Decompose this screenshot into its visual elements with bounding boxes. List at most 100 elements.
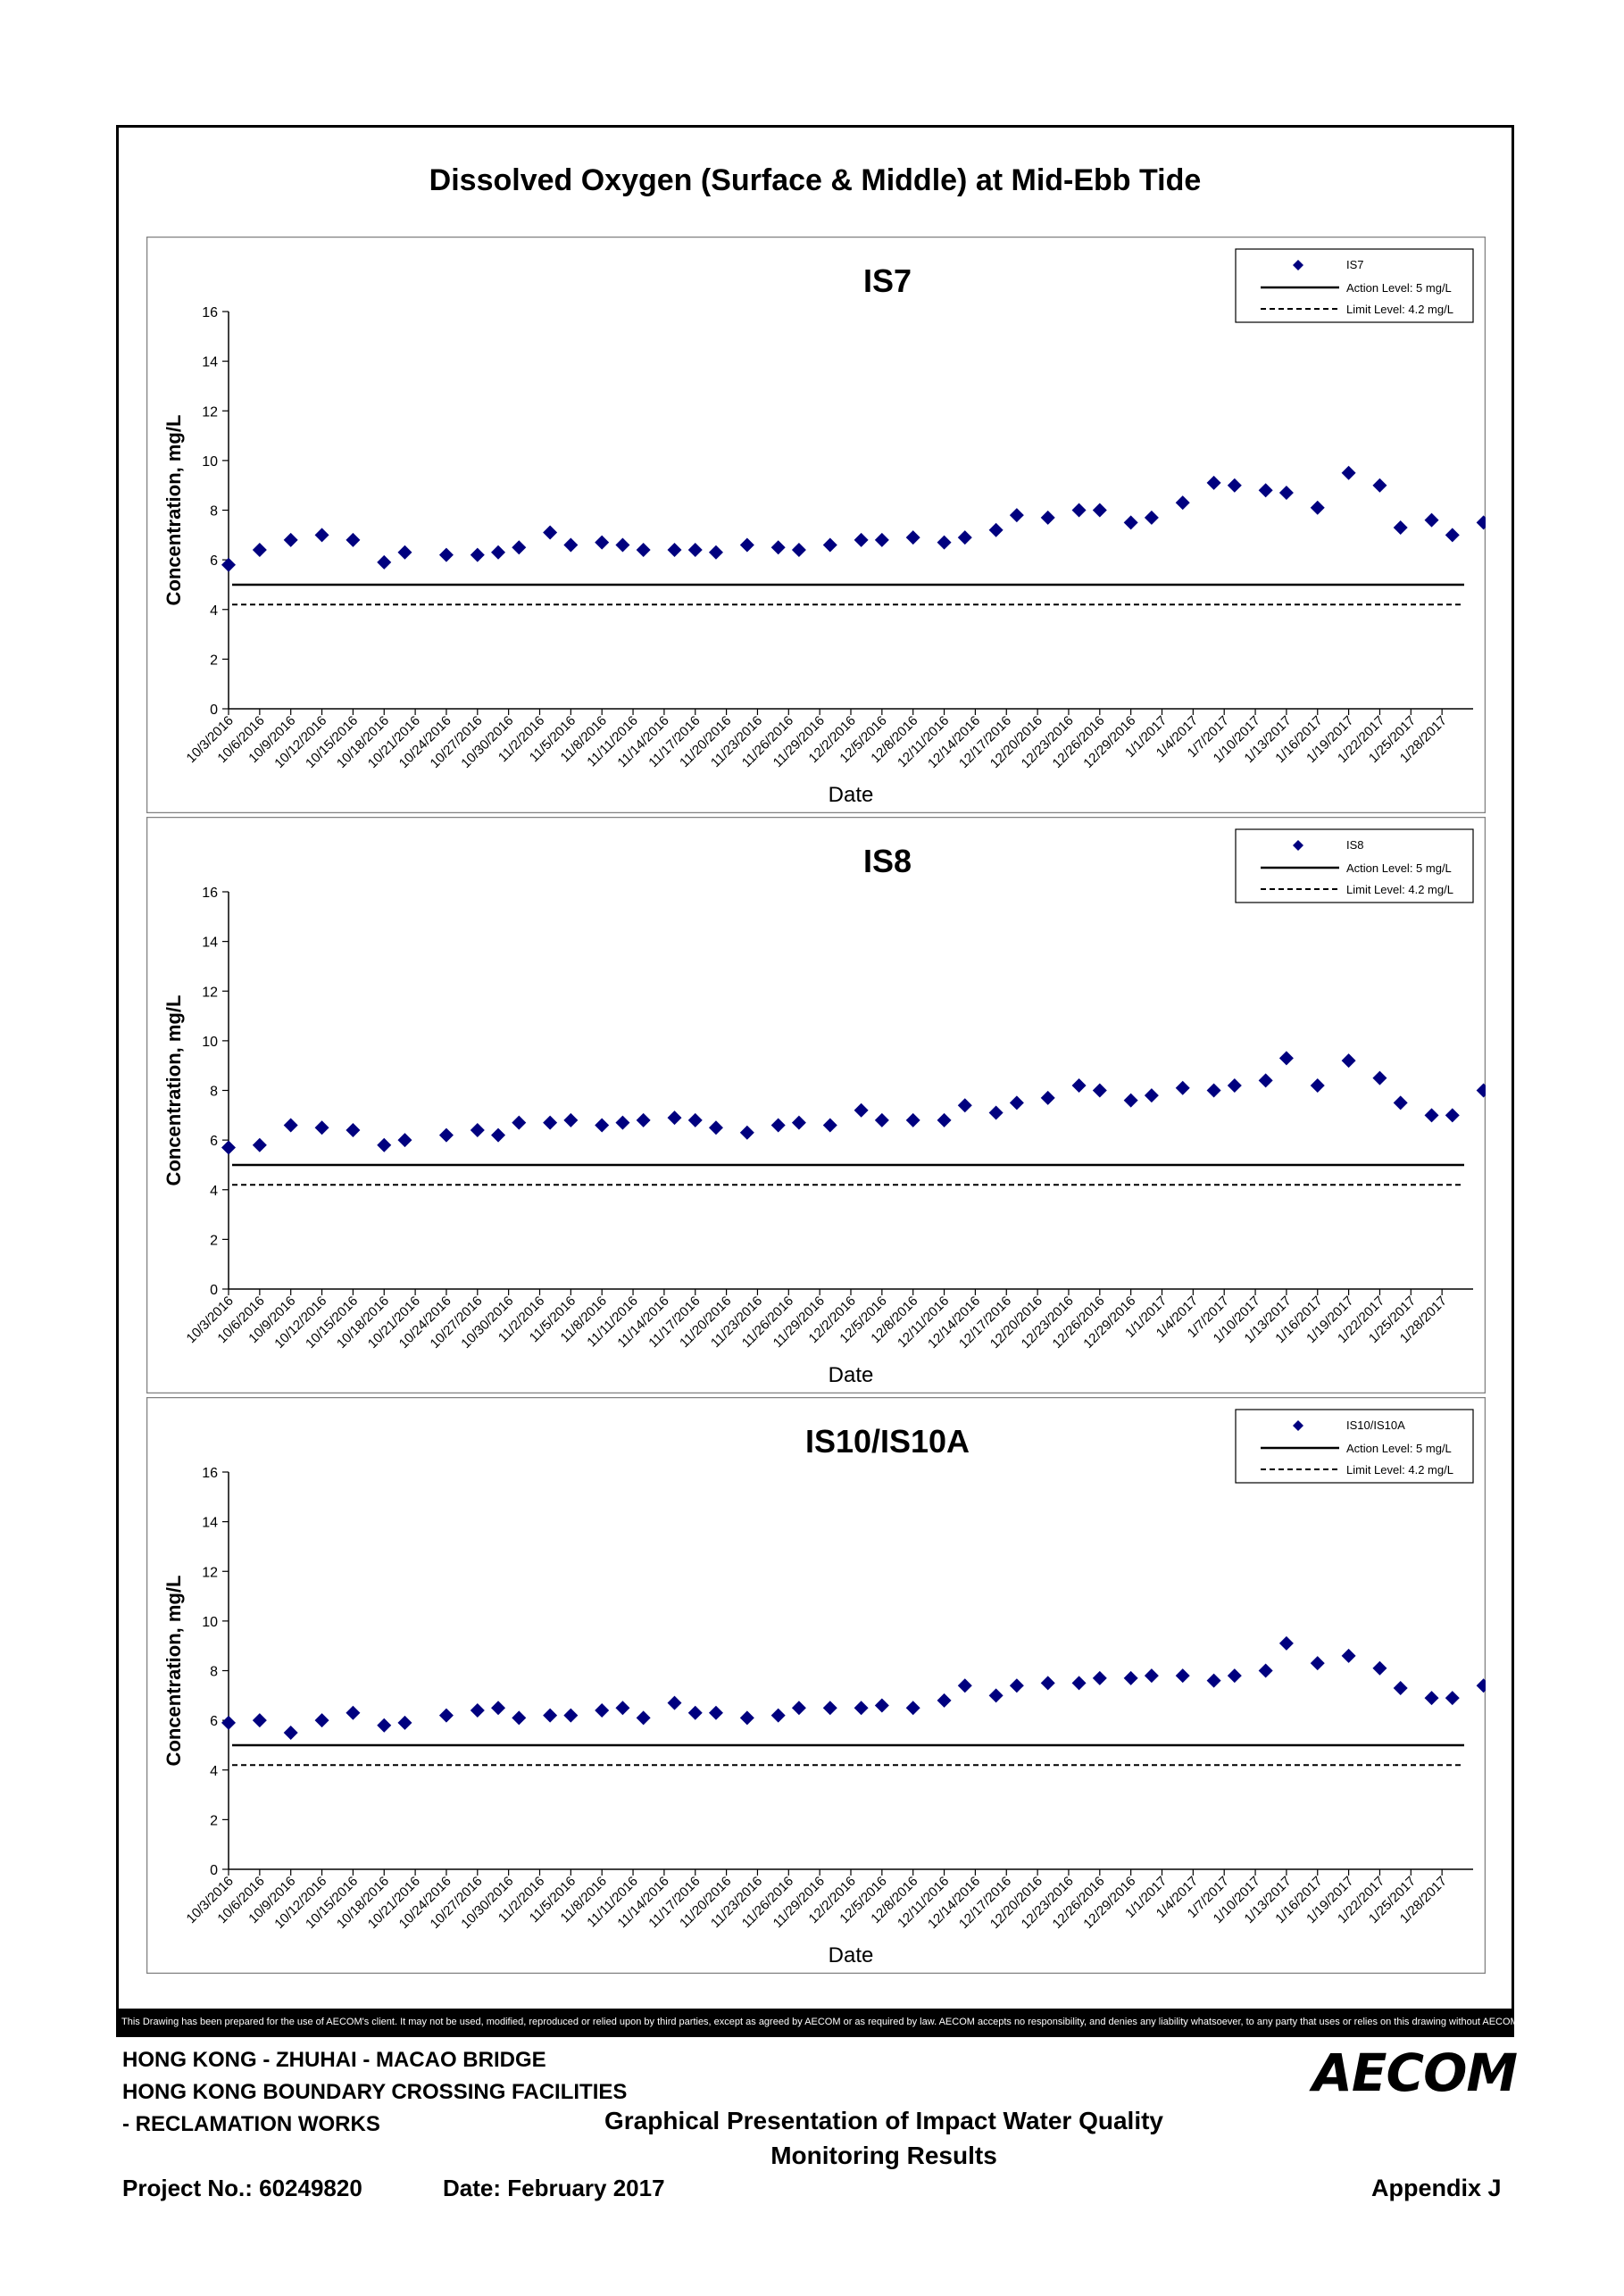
legend-label-action: Action Level: 5 mg/L [1346,1442,1452,1455]
data-point [1258,1073,1273,1088]
data-point [221,557,236,572]
data-point [283,1118,298,1133]
data-point [377,554,392,570]
data-point [770,540,786,555]
data-point [563,537,579,553]
data-point [636,1710,651,1726]
y-tick-label: 10 [202,1615,218,1630]
data-point [1092,1083,1107,1098]
data-point [905,1701,920,1716]
data-point [1040,510,1055,525]
data-point [1310,1656,1325,1671]
data-point [791,543,806,557]
y-tick-label: 12 [202,1565,218,1580]
data-point [854,1701,869,1716]
data-point [1144,510,1159,525]
data-point [1372,1660,1387,1676]
data-point [937,1693,952,1708]
data-point [1372,1070,1387,1086]
data-point [1310,1077,1325,1093]
data-point [543,1115,558,1130]
data-point [667,1111,682,1126]
data-point [438,547,454,562]
data-point [1476,1678,1486,1693]
y-tick-label: 14 [202,355,218,370]
data-point [988,1688,1004,1703]
y-tick-label: 12 [202,404,218,420]
legend-label-limit: Limit Level: 4.2 mg/L [1346,883,1453,896]
data-point [1227,1077,1242,1093]
data-point [491,545,506,560]
data-point [874,532,889,547]
data-point [221,1140,236,1155]
data-point [937,1112,952,1127]
data-point [252,543,267,557]
data-point [1092,503,1107,518]
data-point [252,1713,267,1728]
data-point [397,545,412,560]
data-point [708,1705,723,1720]
data-point [791,1701,806,1716]
legend-label-action: Action Level: 5 mg/L [1346,281,1452,295]
data-point [822,1118,837,1133]
project-line-1: HONG KONG - ZHUHAI - MACAO BRIDGE [122,2048,546,2072]
document-title-line-2: Monitoring Results [770,2142,997,2169]
data-point [512,1710,527,1726]
data-point [595,1703,610,1718]
data-point [1393,1680,1408,1695]
legend-box [1235,248,1474,323]
data-point [491,1701,506,1716]
y-axis-label: Concentration, mg/L [162,1576,185,1767]
chart-title: IS10/IS10A [805,1423,970,1460]
data-point [905,1112,920,1127]
y-tick-label: 8 [210,1085,218,1100]
y-tick-label: 0 [210,1283,218,1298]
data-point [1278,1635,1294,1651]
data-point [314,1120,329,1136]
data-point [397,1715,412,1730]
data-point [470,547,485,562]
data-point [283,1726,298,1741]
data-point [770,1118,786,1133]
data-point [512,1115,527,1130]
data-point [1476,515,1486,530]
data-point [1424,1691,1439,1706]
data-point [1040,1090,1055,1105]
data-point [1393,520,1408,535]
data-point [1424,1108,1439,1123]
data-point [377,1137,392,1152]
data-point [1071,1077,1087,1093]
data-point [1071,503,1087,518]
x-axis-label: Date [829,783,874,807]
y-tick-label: 0 [210,1863,218,1878]
data-point [957,530,972,545]
data-point [708,1120,723,1136]
legend-box [1235,1409,1474,1484]
data-point [1206,475,1221,490]
data-point [636,543,651,557]
document-title-line-1: Graphical Presentation of Impact Water Q… [604,2107,1163,2134]
data-point [1175,1080,1190,1095]
data-point [1092,1670,1107,1685]
data-point [937,535,952,550]
data-point [615,537,630,553]
data-point [1206,1673,1221,1688]
data-point [377,1718,392,1733]
data-point [687,1112,703,1127]
data-point [1445,1691,1460,1706]
data-point [543,525,558,540]
data-point [687,543,703,557]
y-tick-label: 8 [210,504,218,520]
data-point [667,1695,682,1710]
legend-marker-icon [1293,1420,1303,1431]
data-point [874,1698,889,1713]
y-tick-label: 10 [202,454,218,470]
document-title: Graphical Presentation of Impact Water Q… [536,2103,1232,2173]
y-tick-label: 16 [202,1466,218,1481]
data-point [822,1701,837,1716]
data-point [1123,1670,1138,1685]
y-tick-label: 16 [202,886,218,901]
legend-marker-icon [1293,260,1303,270]
data-point [874,1112,889,1127]
data-point [1206,1083,1221,1098]
